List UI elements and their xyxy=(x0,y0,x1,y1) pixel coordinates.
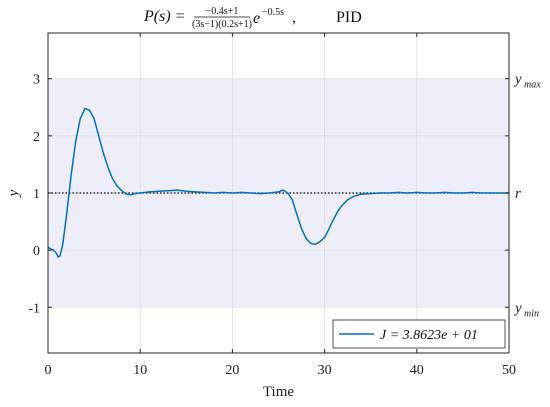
right-label-ymin: y min xyxy=(513,300,539,319)
y-tick-labels: -1 0 1 2 3 xyxy=(28,73,40,317)
y-tick-label: 0 xyxy=(33,244,40,259)
x-tick-labels: 0 10 20 30 40 50 xyxy=(45,363,517,378)
x-tick-label: 50 xyxy=(502,363,516,378)
y-tick-label: 3 xyxy=(33,73,40,88)
y-axis-label: y xyxy=(6,189,22,198)
y-tick-label: 2 xyxy=(33,130,40,145)
title-exp-base: e xyxy=(253,10,260,27)
ticks xyxy=(47,33,510,353)
right-label-ymax: y max xyxy=(513,72,541,91)
x-tick-label: 30 xyxy=(318,363,332,378)
ymax-subscript: max xyxy=(524,80,541,91)
title-exp-power: −0.5s xyxy=(262,7,284,18)
title-comma: , xyxy=(292,9,296,26)
x-tick-label: 40 xyxy=(410,363,424,378)
y-tick-label: 1 xyxy=(33,187,40,202)
title-denominator: (3s−1)(0.2s+1) xyxy=(192,19,252,30)
chart-title: P(s) = −0.4s+1 (3s−1)(0.2s+1) e −0.5s , … xyxy=(143,6,362,30)
x-axis-label: Time xyxy=(263,384,294,400)
right-label-r: r xyxy=(515,186,521,202)
title-numerator: −0.4s+1 xyxy=(206,6,239,17)
x-tick-label: 10 xyxy=(133,363,147,378)
ymax-label: y xyxy=(513,72,522,88)
title-lhs: P(s) = xyxy=(143,8,185,25)
x-tick-label: 20 xyxy=(225,363,239,378)
ymin-subscript: min xyxy=(524,308,539,319)
legend: J = 3.8623e + 01 xyxy=(332,319,506,349)
series-line xyxy=(47,107,509,259)
legend-label: J = 3.8623e + 01 xyxy=(380,328,478,343)
x-tick-label: 0 xyxy=(45,363,52,378)
ymin-label: y xyxy=(513,300,522,316)
r-label: r xyxy=(515,186,521,202)
y-tick-label: -1 xyxy=(28,301,40,316)
title-controller: PID xyxy=(336,9,362,26)
